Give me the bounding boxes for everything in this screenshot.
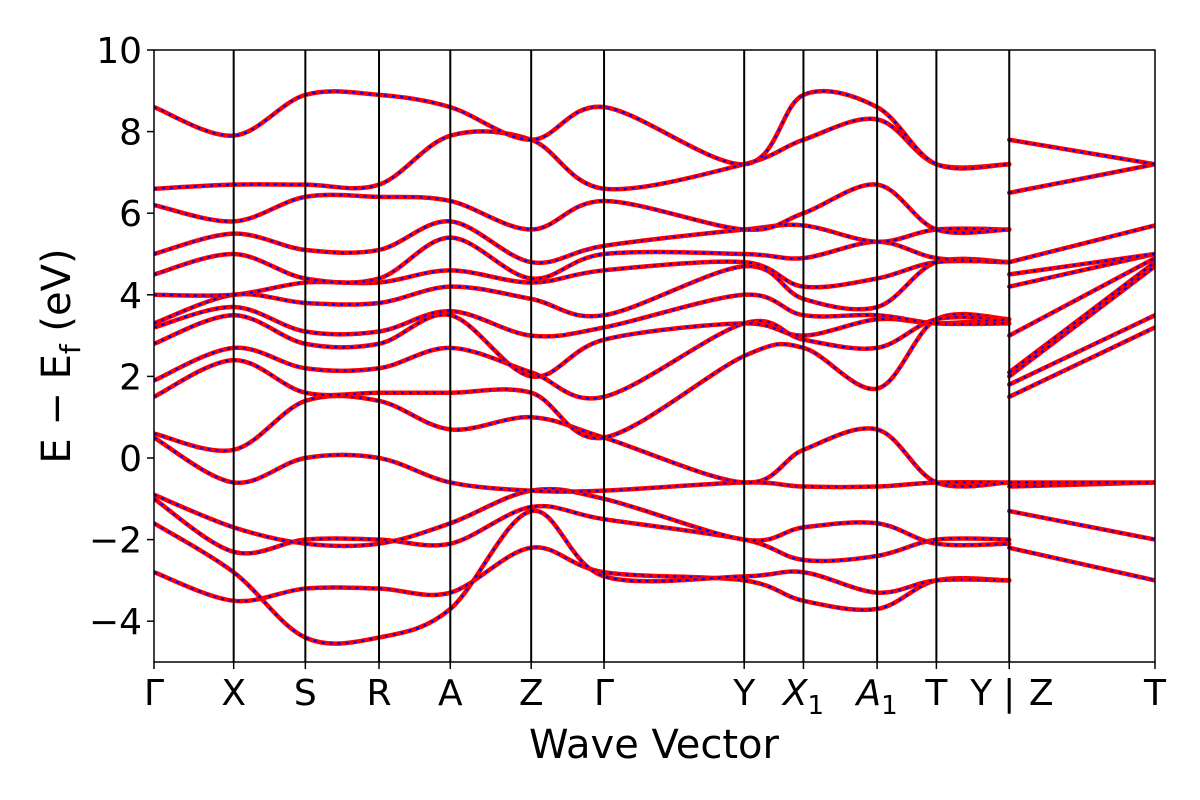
x-tick-label-3: R — [367, 673, 392, 714]
y-tick-label-2: 0 — [119, 439, 142, 480]
band-line-dashed-0-6 — [154, 313, 1010, 440]
band-line-dashed-1-0 — [1009, 546, 1155, 582]
x-tick-label-14: T — [1143, 673, 1167, 714]
y-axis-title-main: E − E — [34, 354, 80, 464]
band-line-0-3 — [154, 486, 1012, 549]
band-line-dashed-0-5 — [154, 394, 1010, 488]
band-line-dashed-1-10 — [1009, 252, 1155, 276]
band-line-dashed-0-14 — [154, 183, 1010, 234]
y-axis-title-unit: (eV) — [34, 248, 80, 344]
y-axis-ticks: −4 −2 0 2 4 6 8 10 — [89, 31, 154, 643]
x-tick-label-11: Y — [969, 673, 993, 714]
band-line-0-4 — [154, 435, 1012, 494]
kpoint-dividers — [232, 50, 1011, 662]
y-axis-title-sub: f — [54, 343, 87, 354]
x-tick-label-4: A — [438, 673, 463, 714]
band-line-dashed-0-3 — [154, 487, 1010, 548]
band-line-dashed-0-16 — [154, 90, 1010, 170]
band-line-0-15 — [154, 116, 1012, 192]
band-line-dashed-0-15 — [154, 117, 1010, 191]
y-tick-label-0: −4 — [89, 602, 142, 643]
band-line-0-16 — [154, 89, 1012, 171]
band-line-0-2 — [154, 496, 1012, 564]
band-line-0-14 — [154, 182, 1012, 236]
y-tick-label-1: −2 — [89, 521, 142, 562]
x-tick-label-8: X1 — [781, 673, 824, 721]
plot-frame — [153, 49, 1156, 663]
x-tick-label-13: Z — [1029, 673, 1054, 714]
band-line-dashed-1-12 — [1009, 163, 1155, 194]
band-line-1-7 — [1007, 259, 1155, 375]
bands-layer — [154, 89, 1155, 646]
x-tick-label-6: Γ — [594, 673, 614, 714]
band-line-dashed-1-4 — [1008, 326, 1155, 398]
band-line-dashed-0-2 — [154, 497, 1010, 563]
band-line-dashed-1-5 — [1008, 314, 1155, 386]
x-axis-title: Wave Vector — [529, 722, 780, 768]
x-tick-label-9: A1 — [855, 673, 898, 721]
y-tick-label-4: 4 — [119, 276, 142, 317]
x-tick-label-2: S — [294, 673, 317, 714]
y-tick-label-3: 2 — [119, 357, 142, 398]
band-line-dashed-0-13 — [154, 220, 1010, 264]
x-tick-label-0: Γ — [144, 673, 164, 714]
y-tick-label-6: 8 — [119, 113, 142, 154]
band-line-dashed-0-10 — [154, 257, 1010, 325]
band-line-dashed-1-8 — [1008, 257, 1155, 337]
x-tick-label-7: Y — [732, 673, 756, 714]
y-tick-label-7: 10 — [96, 31, 142, 72]
x-axis-ticks: Γ X S R A Z Γ Y X1 A1 T Y | Z T — [144, 662, 1167, 721]
x-tick-label-5: Z — [519, 673, 544, 714]
band-line-dashed-1-1 — [1009, 509, 1155, 541]
band-line-0-1 — [154, 508, 1012, 646]
band-line-0-5 — [154, 393, 1012, 489]
y-tick-label-5: 6 — [119, 194, 142, 235]
band-line-dashed-0-11 — [154, 259, 1010, 297]
band-line-1-6 — [1007, 263, 1155, 379]
band-line-dashed-1-11 — [1008, 224, 1155, 264]
x-tick-label-10: T — [924, 673, 948, 714]
band-line-dashed-1-13 — [1009, 138, 1155, 166]
x-tick-label-12: | — [1003, 673, 1015, 714]
x-tick-label-1: X — [221, 673, 246, 714]
y-axis-title: E − Ef (eV) — [34, 248, 87, 463]
